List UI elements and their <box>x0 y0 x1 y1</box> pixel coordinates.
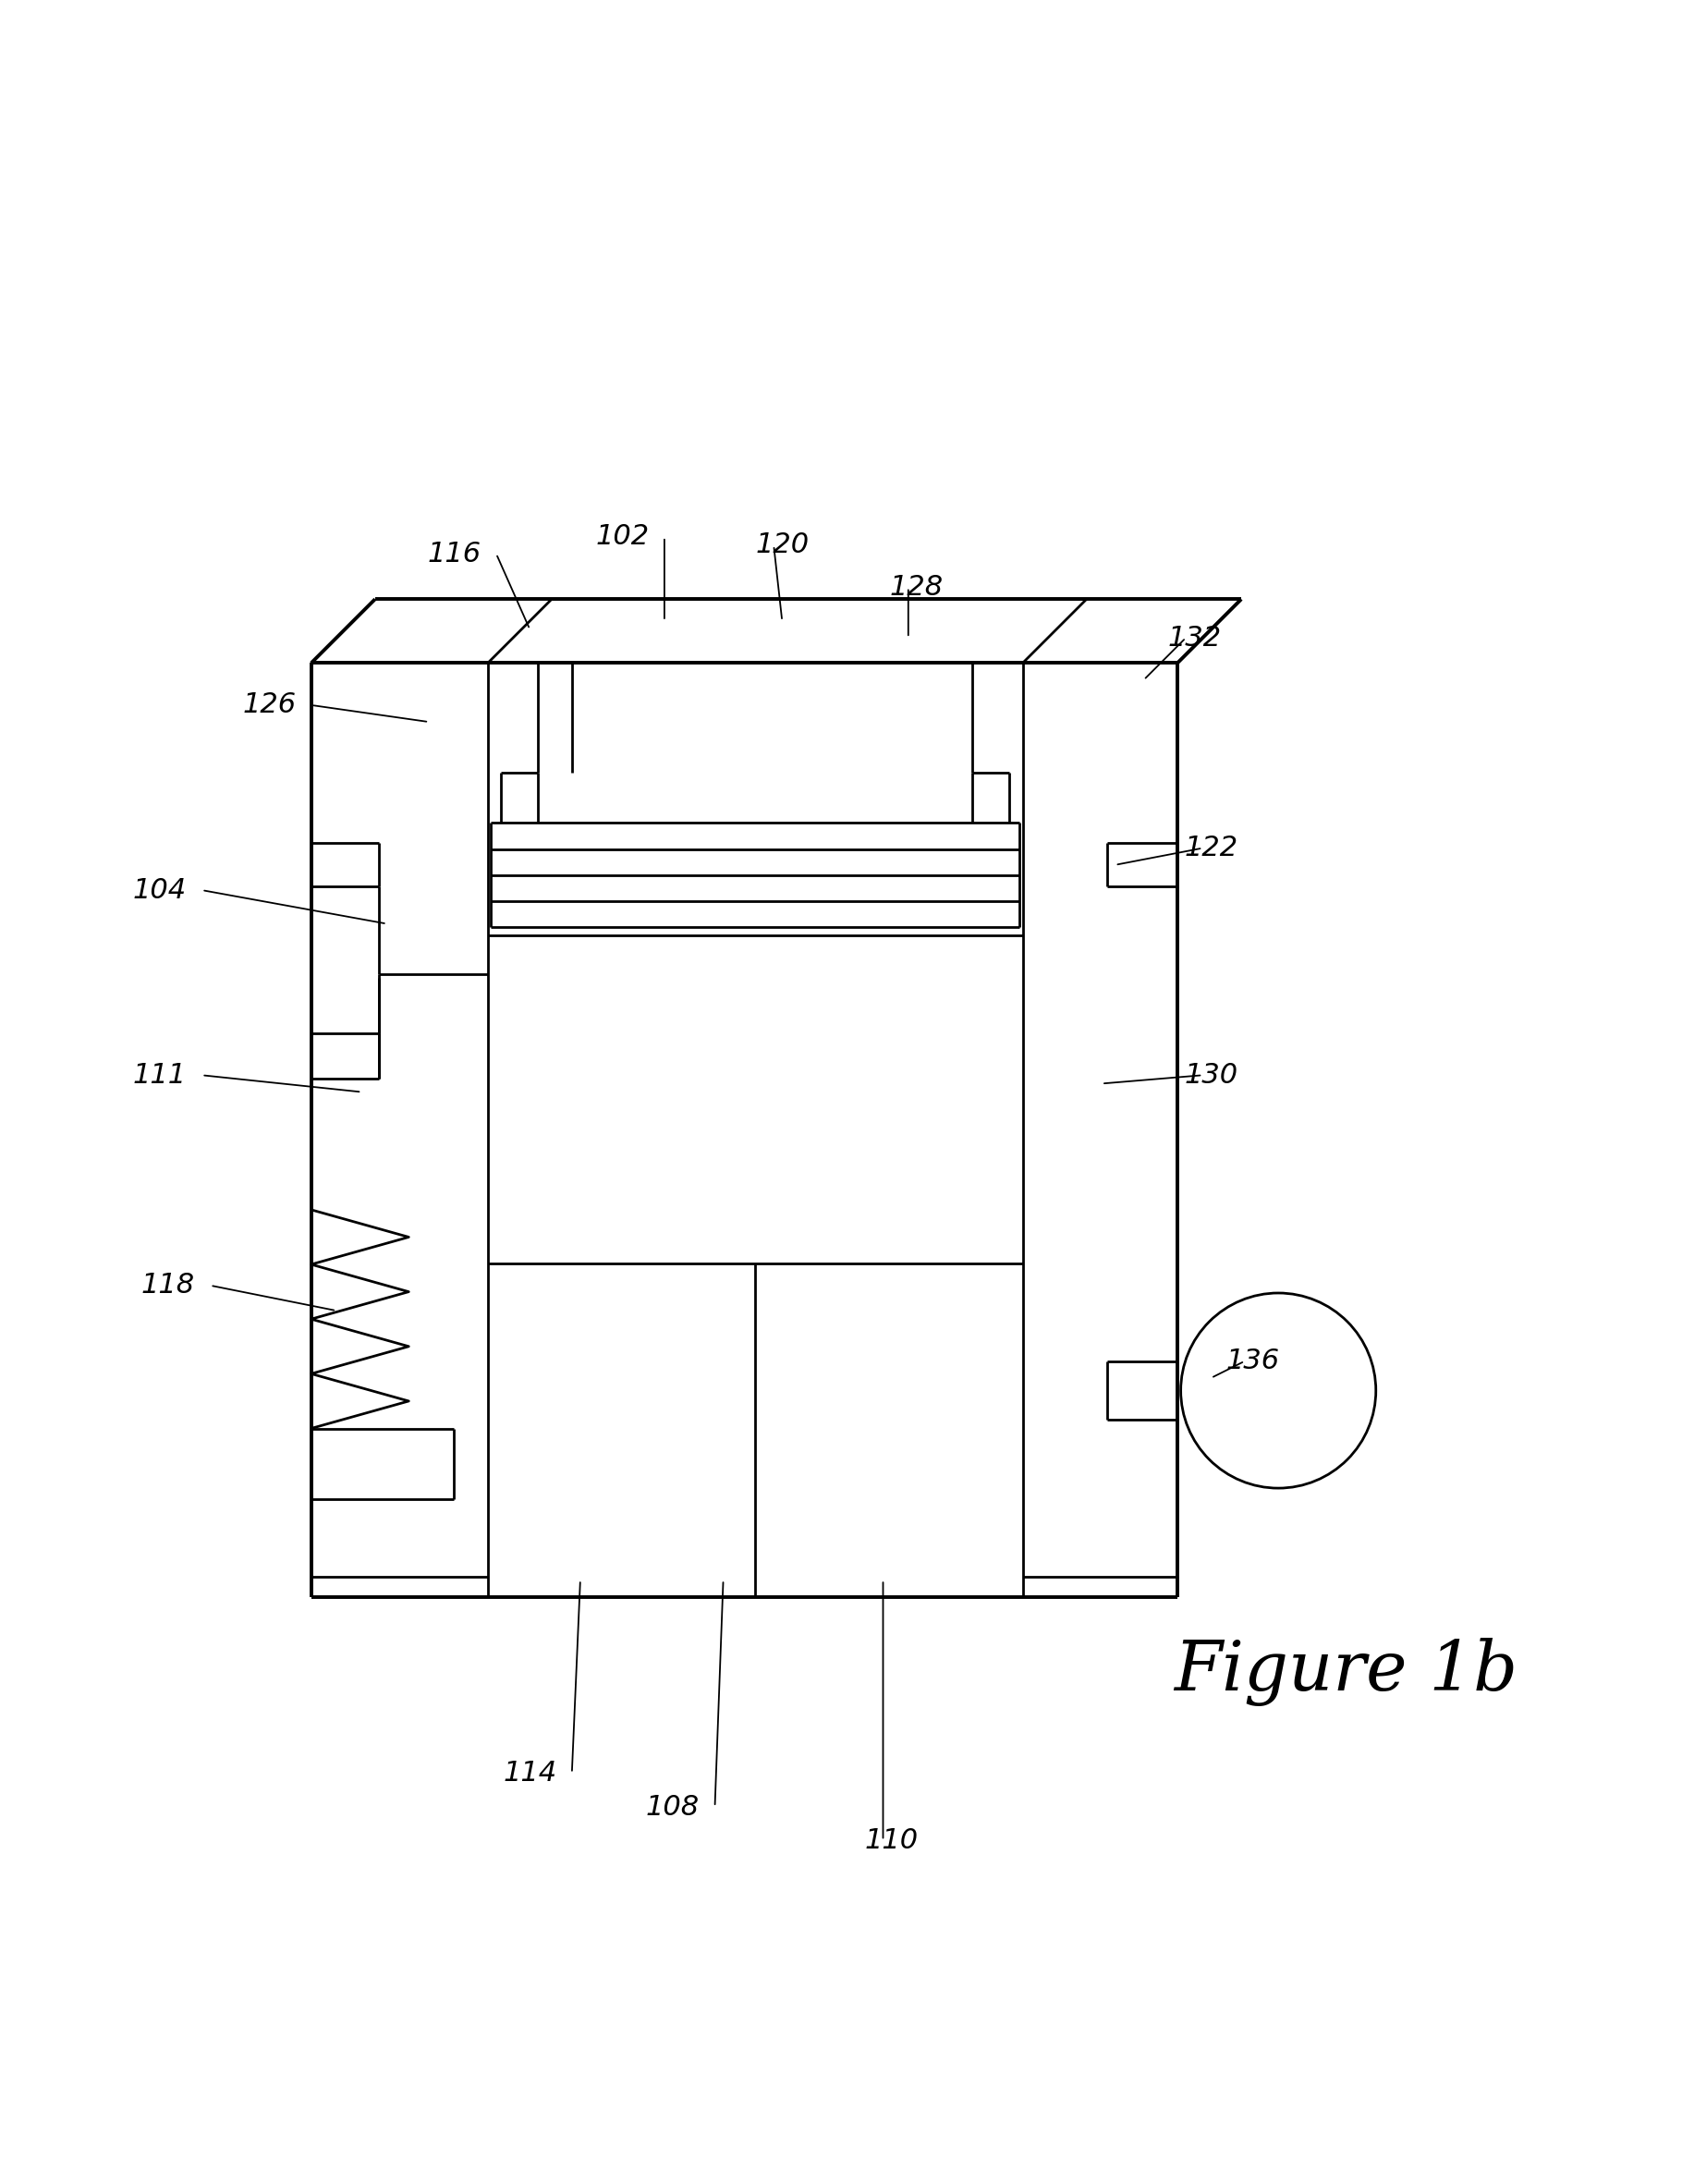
Text: 122: 122 <box>1184 834 1238 860</box>
Text: 132: 132 <box>1167 625 1221 651</box>
Text: 116: 116 <box>427 539 481 568</box>
Text: 114: 114 <box>503 1760 557 1787</box>
Text: 126: 126 <box>242 692 296 719</box>
Text: 136: 136 <box>1226 1348 1280 1374</box>
Text: 120: 120 <box>755 533 809 559</box>
Text: 118: 118 <box>141 1271 195 1299</box>
Text: Figure 1b: Figure 1b <box>1174 1638 1517 1706</box>
Text: 110: 110 <box>865 1828 918 1854</box>
Text: 128: 128 <box>890 574 944 601</box>
Text: 102: 102 <box>595 524 649 550</box>
Text: 104: 104 <box>133 876 187 904</box>
Text: 108: 108 <box>646 1793 700 1819</box>
Text: 130: 130 <box>1184 1061 1238 1088</box>
Text: 111: 111 <box>133 1061 187 1088</box>
